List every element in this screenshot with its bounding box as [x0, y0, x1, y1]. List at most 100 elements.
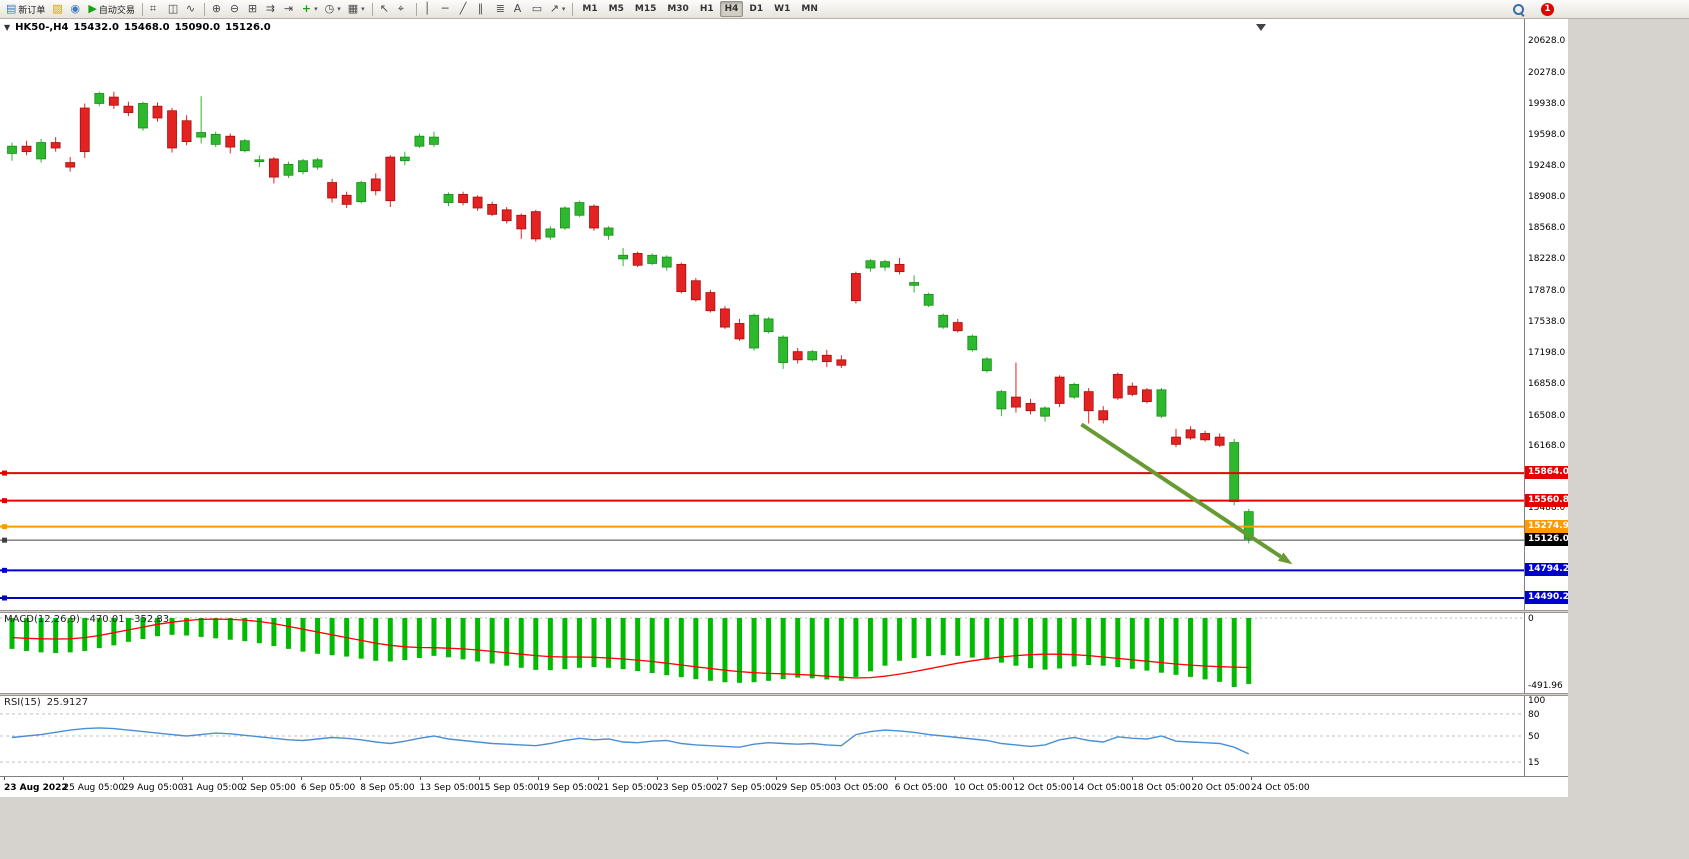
timeframe-d1[interactable]: D1 — [749, 4, 764, 14]
trendline-button[interactable]: ╱ — [457, 1, 474, 17]
arrows-icon: ↗ — [549, 2, 559, 15]
cursor-button[interactable]: ↖ — [377, 1, 394, 17]
time-label: 23 Aug 2022 — [4, 783, 68, 793]
crosshair-icon: ⌖ — [397, 2, 404, 15]
text-button[interactable]: A — [511, 1, 528, 17]
vline-icon: │ — [423, 2, 431, 15]
zoom-in-icon: ⊕ — [211, 2, 222, 15]
zoom-in-button[interactable]: ⊕ — [209, 1, 226, 17]
line-chart-button[interactable]: ∿ — [183, 1, 200, 17]
pane-separator[interactable] — [0, 610, 1568, 613]
time-label: 21 Sep 05:00 — [597, 783, 658, 793]
auto-scroll-button[interactable]: ⇉ — [263, 1, 280, 17]
price-tick: 20628.0 — [1528, 36, 1566, 46]
price-chart-pane[interactable]: ▼ HK50-,H4 15432.0 15468.0 15090.0 15126… — [0, 19, 1524, 610]
rsi-axis[interactable]: 100 80 50 15 — [1524, 696, 1568, 776]
crosshair-button[interactable]: ⌖ — [395, 1, 412, 17]
time-label: 10 Oct 05:00 — [954, 783, 1013, 793]
search-icon[interactable] — [1512, 3, 1525, 16]
time-axis[interactable]: 23 Aug 2022 25 Aug 05:00 29 Aug 05:00 31 Au… — [0, 776, 1568, 797]
ohlc-low: 15090.0 — [174, 22, 221, 33]
timeframe-m15[interactable]: M15 — [634, 4, 657, 14]
fibonacci-button[interactable]: ≣ — [493, 1, 510, 17]
new-order-button[interactable]: ▤ 新订单 — [3, 1, 48, 17]
timeframe-h4[interactable]: H4 — [719, 1, 744, 17]
periodicity-button[interactable]: ◷ ▾ — [322, 1, 344, 17]
time-label: 12 Oct 05:00 — [1013, 783, 1073, 793]
time-tick — [538, 777, 540, 780]
price-line-tag: 14794.2 — [1525, 563, 1568, 577]
macd-pane[interactable]: MACD(12,26,9) -470.01 -352.83 — [0, 613, 1524, 693]
templates-button[interactable]: ▦ ▾ — [345, 1, 368, 17]
rsi-label: RSI(15) 25.9127 — [4, 697, 88, 708]
metaeditor-button[interactable]: ▨ — [49, 1, 66, 17]
bar-chart-button[interactable]: ⌗ — [147, 1, 164, 17]
symbol-dropdown-icon[interactable]: ▼ — [4, 23, 11, 32]
timeframe-w1[interactable]: W1 — [774, 4, 791, 14]
price-axis[interactable]: 20628.0 20278.0 19938.0 19598.0 19248.0 18908… — [1524, 19, 1568, 610]
tile-windows-button[interactable]: ⊞ — [245, 1, 262, 17]
price-chart-svg — [0, 24, 1524, 601]
chevron-down-icon: ▾ — [361, 5, 365, 13]
time-label: 29 Aug 05:00 — [122, 783, 184, 793]
macd-value-1: -470.01 — [85, 614, 125, 625]
chart-shift-button[interactable]: ⇥ — [281, 1, 298, 17]
macd-name: MACD(12,26,9) — [4, 614, 80, 625]
time-label: 19 Sep 05:00 — [538, 783, 599, 793]
symbol-period: HK50-,H4 — [15, 22, 69, 33]
time-label: 23 Sep 05:00 — [657, 783, 718, 793]
time-label: 31 Aug 05:00 — [182, 783, 243, 793]
candlestick-chart-button[interactable]: ◫ — [165, 1, 182, 17]
price-tick: 15488.0 — [1528, 503, 1566, 514]
horizontal-line-button[interactable]: ─ — [439, 1, 456, 17]
text-label-button[interactable]: ▭ — [529, 1, 546, 17]
ohlc-close: 15126.0 — [225, 22, 271, 33]
channel-button[interactable]: ∥ — [475, 1, 492, 17]
text-icon: A — [513, 2, 522, 15]
time-label: 25 Aug 05:00 — [63, 783, 125, 793]
time-tick — [954, 777, 956, 780]
time-label: 27 Sep 05:00 — [716, 783, 777, 793]
time-tick — [182, 777, 184, 780]
price-tick: 17198.0 — [1528, 347, 1566, 358]
time-tick — [1013, 777, 1015, 780]
rsi-tick: 80 — [1528, 709, 1540, 720]
new-chart-button[interactable]: + ▾ — [299, 1, 321, 17]
price-tick: 18228.0 — [1528, 254, 1566, 265]
price-tick: 19598.0 — [1528, 129, 1566, 140]
price-tick: 16168.0 — [1528, 441, 1566, 452]
time-label: 6 Sep 05:00 — [300, 783, 356, 793]
metaeditor-icon: ▨ — [52, 2, 63, 15]
macd-axis[interactable]: 0 -491.96 — [1524, 613, 1568, 693]
market-watch-button[interactable]: ◉ — [67, 1, 84, 17]
time-tick — [716, 777, 718, 780]
zoom-out-button[interactable]: ⊖ — [227, 1, 244, 17]
autotrading-button[interactable]: ▶ 自动交易 — [85, 1, 137, 17]
rsi-value: 25.9127 — [46, 697, 89, 708]
notification-badge[interactable]: 1 — [1541, 2, 1554, 16]
period-icon: ◷ — [324, 2, 335, 15]
time-label: 15 Sep 05:00 — [479, 783, 540, 793]
chevron-down-icon: ▾ — [337, 5, 341, 13]
arrows-button[interactable]: ↗ ▾ — [547, 1, 569, 17]
chevron-down-icon: ▾ — [314, 5, 318, 13]
rsi-pane[interactable]: RSI(15) 25.9127 — [0, 696, 1524, 776]
time-tick — [479, 777, 481, 780]
label-icon: ▭ — [531, 2, 543, 15]
macd-tick: 0 — [1528, 614, 1534, 624]
timeframe-m30[interactable]: M30 — [667, 4, 689, 14]
time-tick — [1132, 777, 1134, 780]
timeframe-mn[interactable]: MN — [801, 4, 818, 14]
price-line-tag: 15864.0 — [1525, 466, 1568, 480]
vertical-line-button[interactable]: │ — [421, 1, 438, 17]
rsi-name: RSI(15) — [4, 697, 41, 708]
time-tick — [419, 777, 421, 780]
timeframe-m5[interactable]: M5 — [608, 4, 624, 14]
time-label: 8 Sep 05:00 — [360, 783, 415, 793]
time-tick — [241, 777, 243, 780]
pane-separator[interactable] — [0, 693, 1568, 696]
timeframe-m1[interactable]: M1 — [582, 4, 598, 14]
price-line-tag: 15560.8 — [1525, 493, 1568, 507]
timeframe-h1[interactable]: H1 — [699, 4, 714, 14]
time-tick — [1072, 777, 1074, 780]
